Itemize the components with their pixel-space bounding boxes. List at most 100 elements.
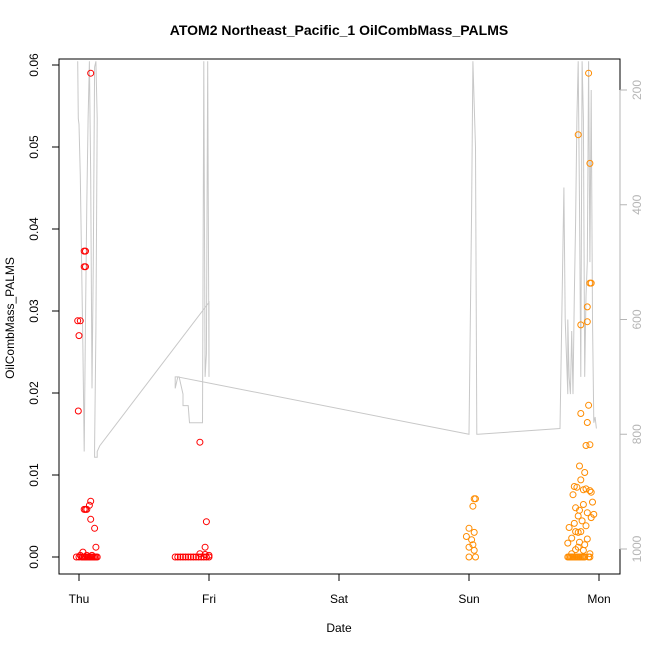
data-point [585, 401, 593, 409]
data-point [579, 546, 587, 554]
scatter-series-0 [72, 69, 101, 561]
scatter-series-1 [171, 438, 213, 561]
data-point [174, 553, 182, 561]
x-axis: Thu Fri Sat Sun Mon [69, 573, 611, 606]
data-point [577, 410, 585, 417]
y-tick-label: 0.03 [27, 299, 41, 323]
data-point [88, 551, 96, 559]
data-point [573, 483, 581, 491]
data-point [583, 419, 591, 426]
data-point [586, 553, 594, 561]
data-point [586, 159, 594, 167]
data-point [465, 524, 473, 532]
data-point [76, 317, 84, 325]
data-point [182, 553, 190, 561]
altitude-series-line [77, 61, 597, 458]
data-point [462, 533, 470, 540]
scatter-series-2 [462, 495, 479, 561]
y-tick-label: 0.06 [27, 53, 41, 77]
y-tick-label: 0.01 [27, 463, 41, 487]
y-right-tick-label: 400 [630, 194, 644, 214]
x-tick-label: Sun [458, 592, 479, 606]
altitude-layer [77, 61, 597, 458]
data-point [468, 536, 476, 544]
data-point [586, 441, 594, 449]
y-tick-label: 0.00 [27, 545, 41, 569]
data-point [75, 332, 83, 340]
data-point [201, 551, 209, 558]
data-point [472, 495, 479, 503]
data-point [565, 524, 573, 531]
data-point [577, 476, 585, 484]
x-tick-label: Fri [202, 592, 216, 606]
data-point [582, 442, 590, 449]
data-point [205, 551, 213, 559]
data-point [184, 553, 192, 561]
data-point [564, 539, 572, 547]
data-point [82, 247, 89, 255]
data-point [579, 501, 587, 508]
x-axis-label: Date [326, 621, 352, 635]
data-point [87, 69, 95, 77]
data-point [472, 553, 479, 561]
x-tick-label: Mon [587, 592, 610, 606]
data-point [83, 551, 91, 559]
data-point [85, 501, 93, 509]
data-point [74, 317, 82, 325]
data-point [470, 546, 478, 554]
data-point [87, 515, 95, 523]
data-point [585, 69, 593, 77]
data-point [589, 498, 596, 506]
y-tick-label: 0.02 [27, 381, 41, 405]
y-axis-label: OilCombMass_PALMS [3, 257, 17, 379]
chart-title: ATOM2 Northeast_Pacific_1 OilCombMass_PA… [170, 22, 508, 38]
y-axis-left: 0.00 0.01 0.02 0.03 0.04 0.05 0.06 [27, 53, 60, 569]
data-point [196, 438, 204, 446]
data-point [82, 263, 89, 271]
data-point [465, 553, 473, 561]
data-point [581, 469, 589, 476]
data-point [189, 553, 197, 561]
data-point [470, 528, 478, 536]
y-tick-label: 0.04 [27, 217, 41, 241]
data-point [583, 318, 591, 326]
data-point [583, 303, 591, 311]
y-axis-right: 200 400 600 800 1000 [619, 80, 644, 562]
data-point [582, 522, 590, 530]
scatter-series-3 [564, 69, 598, 561]
data-point [572, 546, 580, 554]
data-point [587, 488, 595, 496]
data-point [179, 553, 187, 561]
data-point [195, 553, 203, 561]
data-point [87, 497, 95, 505]
data-point [91, 524, 99, 532]
data-point [201, 543, 209, 551]
y-right-tick-label: 800 [630, 424, 644, 444]
data-point [581, 541, 589, 549]
x-tick-label: Thu [69, 592, 90, 606]
data-point [586, 487, 594, 495]
points-layer [72, 69, 598, 561]
data-point [74, 407, 82, 415]
data-point [196, 550, 204, 558]
data-point [569, 491, 577, 499]
data-point [577, 321, 585, 329]
data-point [587, 514, 595, 522]
data-point [578, 517, 586, 525]
data-point [469, 502, 477, 510]
data-point [583, 509, 591, 517]
data-point [92, 543, 100, 551]
data-point [577, 528, 585, 536]
data-point [568, 534, 576, 542]
data-point [171, 553, 179, 561]
y-right-tick-label: 600 [630, 309, 644, 329]
data-point [582, 485, 590, 493]
data-point [586, 550, 594, 558]
data-point [187, 553, 195, 561]
x-tick-label: Sat [330, 592, 349, 606]
data-point [176, 553, 184, 561]
data-point [570, 519, 578, 527]
y-right-tick-label: 200 [630, 80, 644, 100]
data-point [587, 279, 595, 287]
data-point [576, 462, 583, 470]
